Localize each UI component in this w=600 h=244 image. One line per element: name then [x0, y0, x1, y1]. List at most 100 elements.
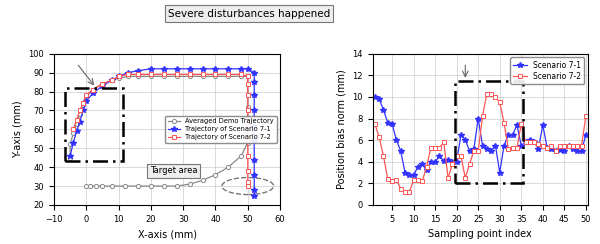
- Trajectory of Scenario 7-1: [186, 67, 193, 70]
- Averaged Demo Trajectory: [173, 75, 181, 78]
- Scenario 7-2: [384, 178, 391, 181]
- Scenario 7-1: [393, 139, 400, 142]
- Scenario 7-1: [470, 147, 478, 150]
- Averaged Demo Trajectory: [109, 184, 116, 187]
- Scenario 7-2: [565, 144, 572, 147]
- Scenario 7-2: [406, 191, 413, 193]
- Scenario 7-2: [475, 150, 482, 152]
- Scenario 7-2: [556, 144, 563, 147]
- Scenario 7-2: [479, 115, 486, 118]
- Scenario 7-1: [544, 146, 551, 149]
- Scenario 7-1: [401, 171, 409, 174]
- Trajectory of Scenario 7-1: [115, 75, 122, 78]
- Averaged Demo Trajectory: [76, 113, 83, 116]
- Scenario 7-1: [453, 160, 460, 163]
- Averaged Demo Trajectory: [89, 88, 97, 91]
- Trajectory of Scenario 7-2: [244, 124, 251, 127]
- Averaged Demo Trajectory: [125, 75, 132, 78]
- Averaged Demo Trajectory: [134, 75, 142, 78]
- Scenario 7-1: [475, 117, 482, 120]
- Scenario 7-2: [522, 141, 529, 144]
- Scenario 7-1: [518, 144, 525, 147]
- Trajectory of Scenario 7-2: [70, 128, 77, 131]
- Trajectory of Scenario 7-1: [147, 67, 154, 70]
- Scenario 7-1: [410, 173, 417, 176]
- Trajectory of Scenario 7-1: [244, 67, 251, 70]
- Averaged Demo Trajectory: [109, 79, 116, 81]
- Scenario 7-1: [500, 144, 508, 147]
- Averaged Demo Trajectory: [92, 184, 100, 187]
- Averaged Demo Trajectory: [121, 184, 128, 187]
- Trajectory of Scenario 7-2: [160, 73, 167, 76]
- Trajectory of Scenario 7-1: [251, 173, 258, 176]
- Scenario 7-2: [492, 95, 499, 98]
- Scenario 7-2: [440, 141, 448, 144]
- Scenario 7-1: [423, 169, 430, 172]
- Trajectory of Scenario 7-1: [160, 67, 167, 70]
- Scenario 7-1: [397, 150, 404, 152]
- Scenario 7-1: [431, 160, 439, 163]
- Legend: Scenario 7-1, Scenario 7-2: Scenario 7-1, Scenario 7-2: [510, 58, 584, 84]
- Scenario 7-1: [561, 150, 568, 152]
- Averaged Demo Trajectory: [134, 184, 142, 187]
- Trajectory of Scenario 7-1: [238, 67, 245, 70]
- Trajectory of Scenario 7-2: [99, 82, 106, 85]
- Scenario 7-1: [406, 173, 413, 176]
- Scenario 7-2: [514, 146, 521, 149]
- Averaged Demo Trajectory: [199, 179, 206, 182]
- Trajectory of Scenario 7-2: [244, 184, 251, 187]
- Averaged Demo Trajectory: [244, 117, 251, 120]
- Scenario 7-1: [526, 139, 533, 142]
- Scenario 7-1: [522, 141, 529, 144]
- Trajectory of Scenario 7-2: [89, 88, 97, 91]
- Scenario 7-1: [419, 163, 426, 165]
- Scenario 7-2: [461, 176, 469, 179]
- Scenario 7-2: [509, 146, 516, 149]
- Trajectory of Scenario 7-1: [251, 158, 258, 161]
- Scenario 7-1: [514, 123, 521, 126]
- Scenario 7-2: [427, 146, 434, 149]
- Trajectory of Scenario 7-1: [251, 188, 258, 191]
- Averaged Demo Trajectory: [160, 75, 167, 78]
- Averaged Demo Trajectory: [99, 184, 106, 187]
- Trajectory of Scenario 7-1: [125, 71, 132, 74]
- Scenario 7-2: [449, 163, 456, 165]
- Scenario 7-2: [380, 155, 387, 158]
- Scenario 7-1: [509, 133, 516, 136]
- Averaged Demo Trajectory: [238, 154, 245, 157]
- Trajectory of Scenario 7-2: [186, 73, 193, 76]
- Scenario 7-2: [505, 147, 512, 150]
- Line: Averaged Demo Trajectory: Averaged Demo Trajectory: [68, 74, 250, 188]
- Averaged Demo Trajectory: [115, 77, 122, 80]
- X-axis label: X-axis (mm): X-axis (mm): [137, 229, 197, 239]
- Averaged Demo Trajectory: [147, 184, 154, 187]
- Trajectory of Scenario 7-2: [147, 73, 154, 76]
- Trajectory of Scenario 7-2: [244, 94, 251, 97]
- Trajectory of Scenario 7-2: [212, 73, 219, 76]
- Scenario 7-2: [561, 144, 568, 147]
- Trajectory of Scenario 7-2: [244, 75, 251, 78]
- Averaged Demo Trajectory: [244, 82, 251, 85]
- Scenario 7-1: [582, 133, 589, 136]
- Trajectory of Scenario 7-1: [109, 79, 116, 81]
- Y-axis label: Position bias norm (mm): Position bias norm (mm): [337, 70, 347, 189]
- Trajectory of Scenario 7-2: [73, 118, 80, 121]
- Scenario 7-2: [388, 180, 395, 183]
- Scenario 7-2: [431, 146, 439, 149]
- Scenario 7-1: [505, 133, 512, 136]
- Trajectory of Scenario 7-1: [67, 154, 74, 157]
- Scenario 7-1: [548, 147, 555, 150]
- Scenario 7-2: [582, 115, 589, 118]
- Line: Scenario 7-1: Scenario 7-1: [372, 94, 589, 177]
- Averaged Demo Trajectory: [173, 184, 181, 187]
- Scenario 7-1: [488, 150, 495, 152]
- Scenario 7-2: [371, 122, 379, 125]
- Trajectory of Scenario 7-2: [238, 73, 245, 76]
- Trajectory of Scenario 7-1: [83, 100, 90, 102]
- Scenario 7-2: [552, 150, 559, 152]
- Scenario 7-2: [376, 135, 383, 138]
- Scenario 7-1: [384, 121, 391, 124]
- Scenario 7-2: [453, 155, 460, 158]
- Trajectory of Scenario 7-2: [125, 73, 132, 76]
- Averaged Demo Trajectory: [244, 75, 251, 78]
